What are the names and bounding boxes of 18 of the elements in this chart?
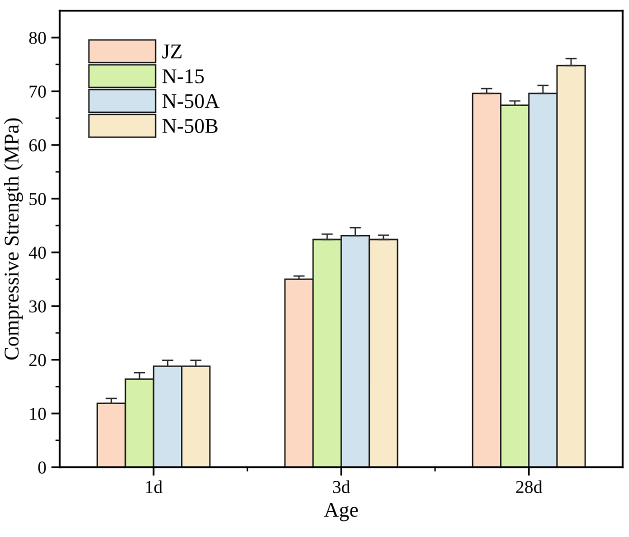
y-tick-label: 30 <box>29 300 46 313</box>
y-tick-label: 0 <box>38 461 46 474</box>
y-tick-label: 50 <box>30 192 46 206</box>
y-tick-label: 70 <box>30 86 46 98</box>
y-tick-label: 20 <box>29 354 46 366</box>
x-axis-title: Age <box>324 502 358 522</box>
y-axis-title: Compressive Strength (MPa) <box>4 118 23 360</box>
x-tick-label: 3d <box>333 480 350 494</box>
y-tick-label: 80 <box>29 32 46 44</box>
x-tick-label: 28d <box>516 480 542 494</box>
legend-label: N-50B <box>162 118 218 134</box>
legend-label: N-15 <box>162 69 204 84</box>
y-tick-label: 10 <box>30 408 46 420</box>
legend-label: N-50A <box>162 94 220 108</box>
y-tick-label: 40 <box>28 246 46 259</box>
y-tick-label: 60 <box>29 139 46 152</box>
legend-label: JZ <box>162 44 182 58</box>
x-tick-label: 1d <box>146 480 162 494</box>
